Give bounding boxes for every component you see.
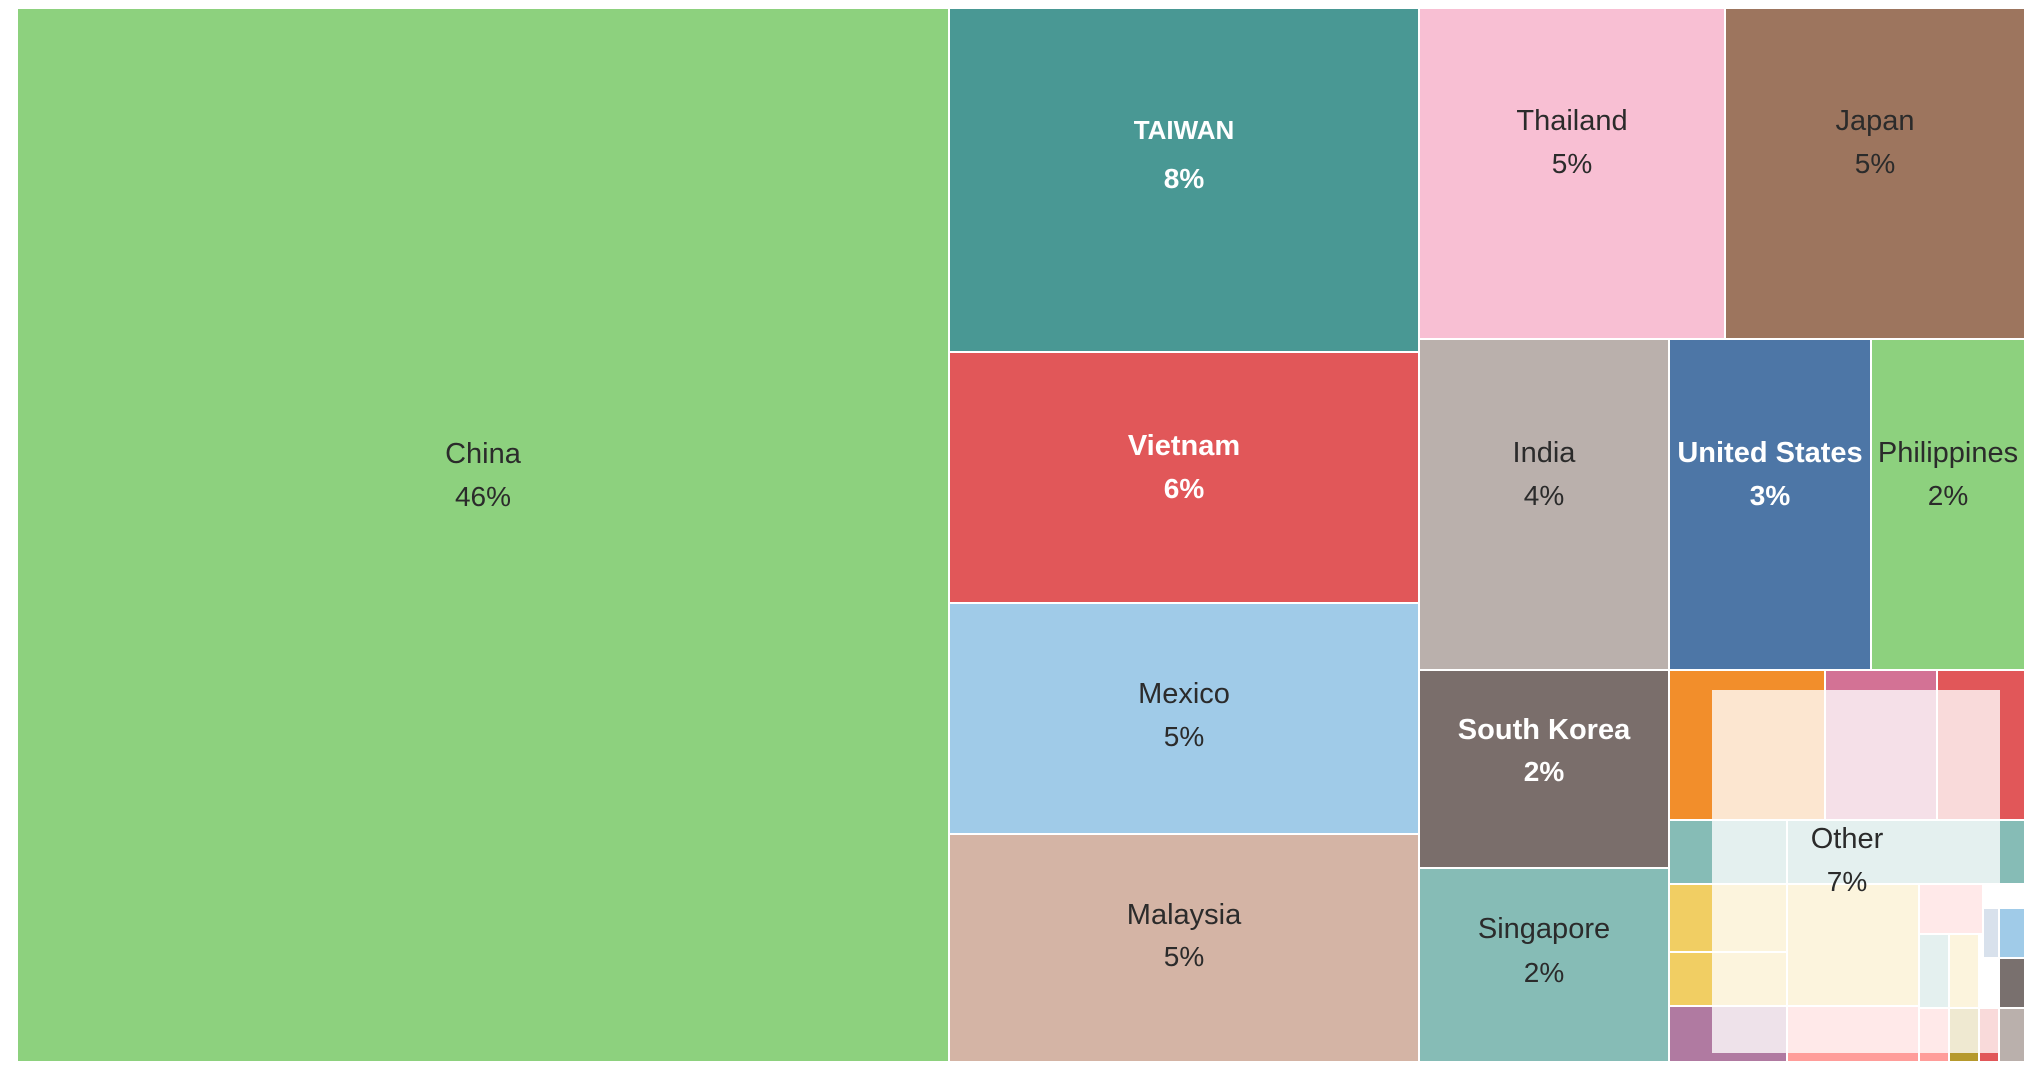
treemap-cell-japan: Japan 5% <box>1725 8 2025 339</box>
treemap-label-name: India <box>1512 437 1576 469</box>
treemap-cell-vietnam: Vietnam 6% <box>949 352 1419 603</box>
treemap-label-percent: 5% <box>1854 148 1896 179</box>
treemap-label-percent: 5% <box>1163 941 1205 972</box>
treemap-cell-china: China 46% <box>17 8 949 1062</box>
treemap-cell-other: Other 7% <box>1669 670 2025 1062</box>
treemap-cell-philippines: Philippines 2% <box>1871 339 2025 670</box>
treemap-label-name: Singapore <box>1477 913 1611 945</box>
treemap-label-name: United States <box>1677 437 1863 469</box>
treemap-cell-singapore: Singapore 2% <box>1419 868 1669 1062</box>
treemap-cell-mexico: Mexico 5% <box>949 603 1419 834</box>
treemap-label-name: Philippines <box>1877 437 2019 469</box>
treemap-label-percent: 2% <box>1523 957 1565 988</box>
treemap-label-name: TAIWAN <box>1133 115 1235 145</box>
treemap-label-name: Other <box>1810 823 1884 855</box>
treemap-label-name: South Korea <box>1457 714 1631 746</box>
treemap-label-percent: 8% <box>1163 163 1205 194</box>
treemap-label-name: Malaysia <box>1126 899 1242 931</box>
treemap-label-percent: 5% <box>1163 721 1205 752</box>
treemap-cell-taiwan: TAIWAN 8% <box>949 8 1419 352</box>
treemap-label-percent: 7% <box>1826 866 1868 897</box>
treemap-label-percent: 2% <box>1927 480 1969 511</box>
treemap-label-percent: 3% <box>1749 480 1791 511</box>
treemap-cell-malaysia: Malaysia 5% <box>949 834 1419 1062</box>
treemap-cell-united-states: United States 3% <box>1669 339 1871 670</box>
other-overlay <box>1712 690 2000 1053</box>
treemap-label-name: Thailand <box>1516 105 1628 137</box>
treemap-cell-india: India 4% <box>1419 339 1669 670</box>
treemap-label-percent: 6% <box>1163 473 1205 504</box>
treemap-label-percent: 4% <box>1523 480 1565 511</box>
treemap-label-name: China <box>445 438 521 470</box>
treemap-label-percent: 5% <box>1551 148 1593 179</box>
treemap-label-name: Vietnam <box>1127 430 1241 462</box>
treemap-cell-thailand: Thailand 5% <box>1419 8 1725 339</box>
treemap-label-name: Mexico <box>1138 678 1230 710</box>
treemap-label-percent: 2% <box>1523 756 1565 787</box>
treemap-label-percent: 46% <box>454 481 512 512</box>
treemap-label-name: Japan <box>1835 105 1915 137</box>
treemap-cell-south-korea: South Korea 2% <box>1419 670 1669 868</box>
